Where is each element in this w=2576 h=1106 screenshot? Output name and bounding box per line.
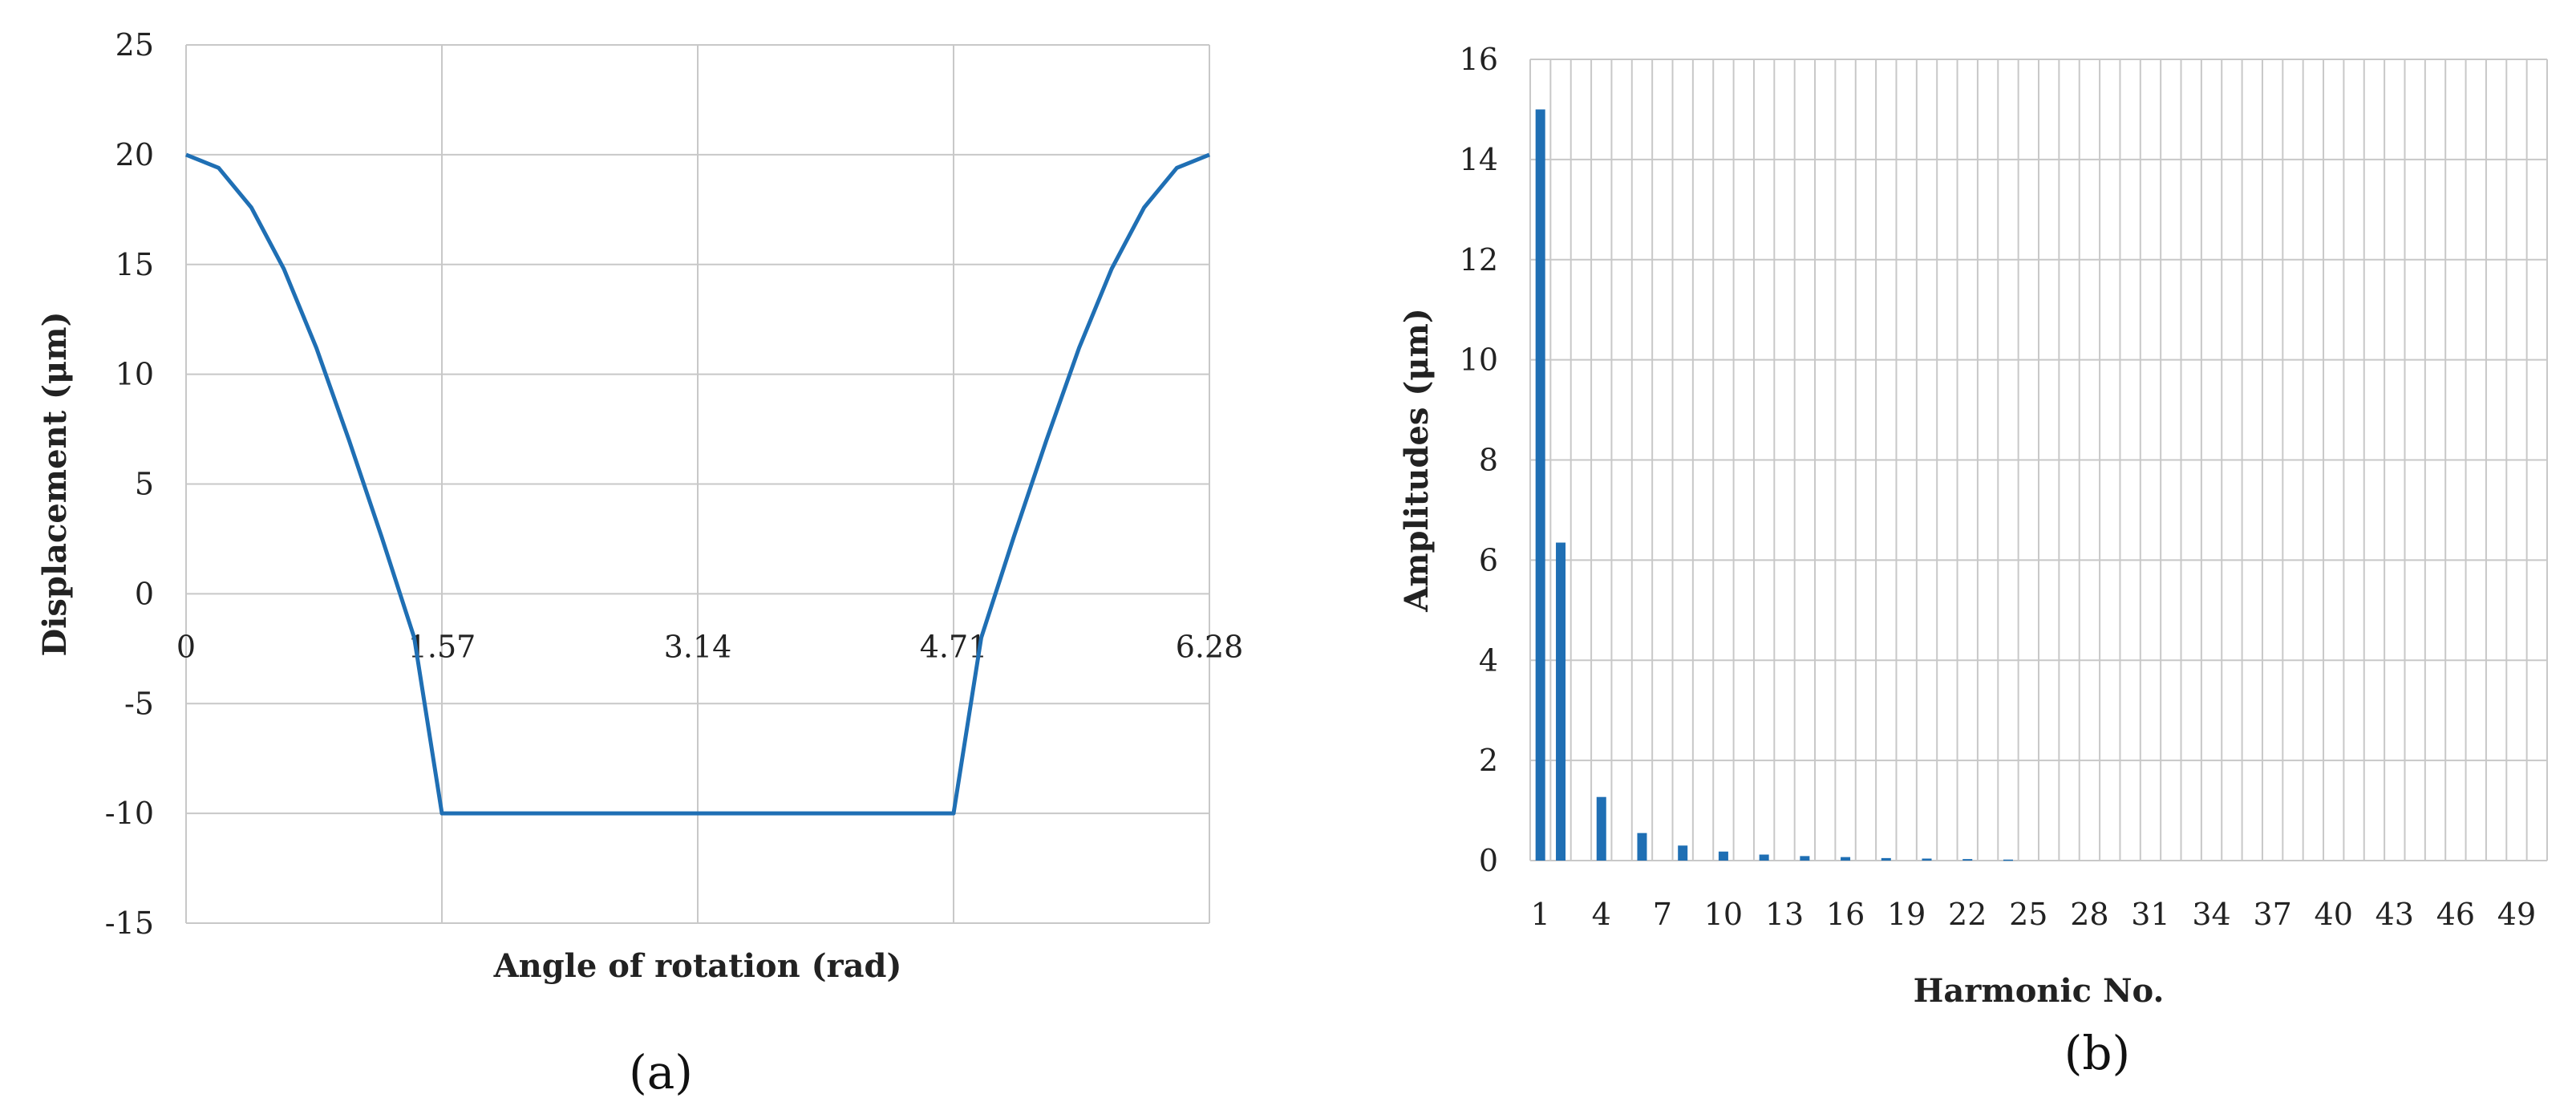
chart-b-x-tick-label: 28 [2070,897,2108,932]
chart-b-y-tick-label: 4 [1479,642,1498,678]
chart-b-bar [1922,858,1932,861]
chart-b-panel-label: (b) [2064,1026,2130,1080]
chart-b-x-tick-label: 25 [2009,897,2047,932]
chart-b-x-tick-label: 13 [1765,897,1804,932]
chart-b-x-tick-label: 40 [2315,897,2353,932]
chart-b-y-ticks: 0 2 4 6 8 10 12 14 16 [1460,42,1498,878]
chart-b-grid [1529,59,2548,861]
chart-b-x-tick-label: 22 [1948,897,1987,932]
chart-b-x-tick-label: 43 [2376,897,2414,932]
chart-a-y-tick-label: -10 [105,796,154,831]
chart-a-series-line [185,152,1210,816]
chart-b-bar [1841,857,1851,861]
chart-b-y-axis-title: Amplitudes (μm) [1398,308,1436,613]
chart-a-y-tick-label: 10 [115,357,154,392]
chart-b-y-tick-label: 6 [1479,542,1498,577]
chart-b-bars [1535,109,2013,861]
chart-b-x-tick-label: 4 [1592,897,1611,932]
chart-a-y-tick-label: -15 [105,905,154,941]
chart-b-x-ticks: 1 4 7 10 13 16 19 22 25 28 31 34 37 40 43 46 49 [1531,897,2537,932]
chart-a-x-tick-label: 3.14 [664,629,732,664]
chart-b-bar [1800,856,1810,861]
chart-b-y-tick-label: 10 [1460,342,1498,378]
chart-b-bar [1678,845,1688,861]
chart-b-bar [1962,859,1973,861]
chart-b-x-tick-label: 46 [2436,897,2475,932]
chart-a-y-ticks: -15 -10 -5 0 5 10 15 20 25 [105,27,154,941]
chart-b-bar [1881,857,1891,861]
chart-b-x-tick-label: 1 [1531,897,1550,932]
chart-b-x-tick-label: 10 [1704,897,1743,932]
chart-b-bar [1556,542,1566,861]
chart-a-x-axis-title: Angle of rotation (rad) [493,947,902,985]
chart-b-x-tick-label: 19 [1887,897,1926,932]
chart-b-x-tick-label: 31 [2131,897,2169,932]
chart-a-y-tick-label: 0 [135,576,154,611]
chart-b-y-tick-label: 16 [1460,42,1498,77]
chart-b-x-tick-label: 34 [2192,897,2230,932]
chart-b-bar [1535,109,1545,861]
chart-a-y-tick-label: -5 [124,686,154,721]
chart-a-x-tick-label: 6.28 [1176,629,1244,664]
chart-b-bar [1718,851,1728,861]
chart-b-x-tick-label: 49 [2497,897,2536,932]
chart-b-bar [1637,833,1647,861]
chart-a-y-tick-label: 15 [115,247,154,282]
chart-b-bar [1759,854,1769,861]
chart-a-y-tick-label: 25 [115,27,154,63]
chart-b-bar [2003,859,2013,861]
chart-a-panel-label: (a) [629,1045,693,1100]
chart-b-bar [1596,796,1606,861]
chart-a-grid [185,44,1210,924]
chart-b-x-tick-label: 37 [2253,897,2291,932]
chart-b-y-tick-label: 14 [1460,142,1498,177]
chart-a-y-tick-label: 20 [115,137,154,172]
chart-a-y-axis-title: Displacement (μm) [36,312,74,657]
chart-b-x-tick-label: 16 [1826,897,1865,932]
chart-b-y-tick-label: 2 [1479,743,1498,778]
chart-b-y-tick-label: 0 [1479,843,1498,878]
chart-b-x-tick-label: 7 [1653,897,1672,932]
chart-b-x-axis-title: Harmonic No. [1914,972,2165,1010]
chart-a-x-ticks: 0 1.57 3.14 4.71 6.28 [176,629,1243,664]
chart-a: -15 -10 -5 0 5 10 15 20 25 0 1.57 3.14 4.71 6.28 Ang… [36,27,1243,1100]
chart-a-x-tick-label: 0 [176,629,196,664]
chart-a-y-tick-label: 5 [135,467,154,502]
chart-b-y-tick-label: 8 [1479,443,1498,478]
chart-b-y-tick-label: 12 [1460,242,1498,278]
